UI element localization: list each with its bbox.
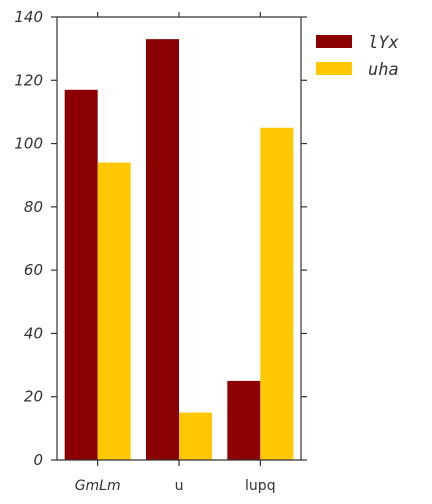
legend-label: lYx <box>368 33 399 53</box>
legend-swatch-uha <box>316 62 352 75</box>
y-tick-label: 140 <box>14 8 43 26</box>
bar-lupq-lYx <box>227 380 261 460</box>
y-tick-label: 100 <box>14 135 43 153</box>
x-category-label: lupq <box>245 478 276 494</box>
x-category-label: GmLm <box>75 478 121 494</box>
y-tick-label: 20 <box>24 388 43 406</box>
bar-GmLm-lYx <box>64 89 98 461</box>
legend-label: uha <box>368 60 399 80</box>
y-tick-label: 80 <box>24 198 43 216</box>
bars-group <box>64 39 294 461</box>
y-tick-label: 120 <box>14 71 43 89</box>
y-tick-label: 0 <box>33 451 43 469</box>
legend: lYx uha <box>316 33 399 80</box>
x-category-label: u <box>175 478 184 494</box>
axes-group: 0 20 40 60 80 100 120 140 GmLm u lupq <box>14 8 307 494</box>
bar-u-lYx <box>146 39 179 461</box>
bar-GmLm-uha <box>97 162 131 461</box>
y-tick-label: 40 <box>24 324 43 342</box>
bar-u-uha <box>179 412 212 460</box>
bar-lupq-uha <box>260 127 294 460</box>
y-tick-label: 60 <box>24 261 43 279</box>
legend-swatch-lYx <box>316 35 352 48</box>
